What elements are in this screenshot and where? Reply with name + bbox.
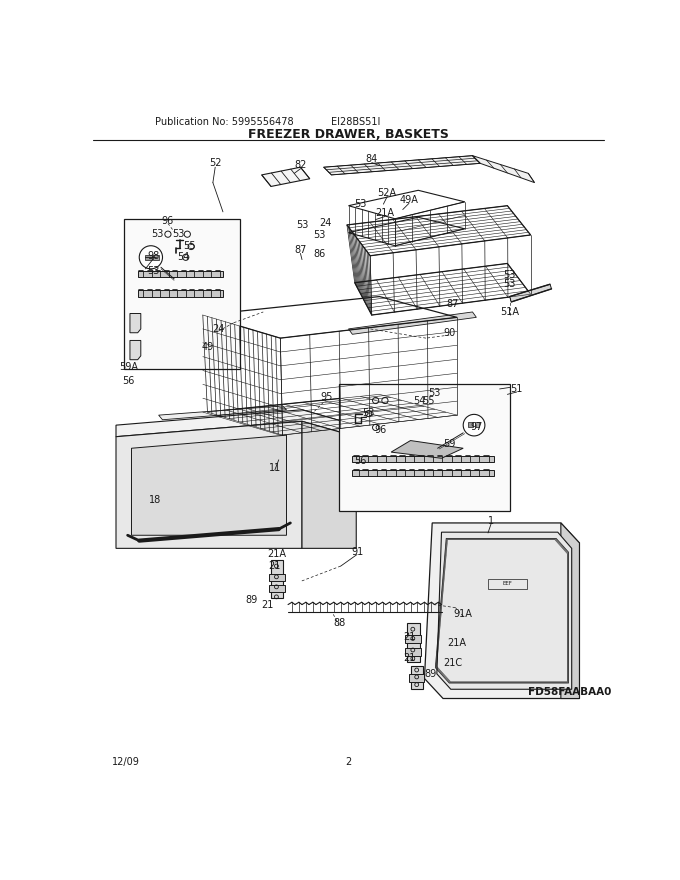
Text: 53: 53 [151, 229, 163, 239]
Text: 21A: 21A [268, 549, 287, 559]
Polygon shape [269, 574, 285, 582]
Text: 55: 55 [422, 396, 435, 407]
Text: 89: 89 [245, 595, 258, 605]
Polygon shape [158, 406, 286, 420]
Text: 53: 53 [362, 407, 375, 418]
Text: 82: 82 [294, 160, 307, 170]
Polygon shape [116, 410, 356, 436]
Polygon shape [137, 271, 223, 276]
Text: 21: 21 [403, 632, 415, 642]
Polygon shape [468, 422, 473, 427]
Text: 21A: 21A [447, 638, 466, 648]
Text: 98: 98 [147, 251, 159, 260]
Polygon shape [473, 156, 534, 182]
Text: 91A: 91A [454, 609, 473, 619]
Polygon shape [262, 167, 310, 187]
Text: 2: 2 [345, 757, 352, 766]
Text: 11: 11 [269, 463, 281, 473]
Circle shape [463, 414, 485, 436]
Text: 59: 59 [443, 439, 456, 450]
Text: 1: 1 [488, 517, 494, 526]
Polygon shape [352, 456, 494, 462]
Text: 95: 95 [320, 392, 333, 401]
Text: 88: 88 [333, 618, 345, 628]
Polygon shape [302, 422, 356, 548]
Polygon shape [153, 255, 159, 260]
Text: 21: 21 [403, 654, 415, 664]
Polygon shape [411, 666, 423, 689]
Polygon shape [131, 435, 286, 535]
Text: 53: 53 [503, 270, 515, 280]
Text: 91: 91 [351, 547, 363, 557]
Polygon shape [561, 523, 579, 699]
Text: 53: 53 [354, 199, 367, 209]
Polygon shape [407, 623, 420, 662]
Polygon shape [130, 313, 141, 333]
Polygon shape [324, 156, 480, 175]
Polygon shape [124, 219, 240, 369]
Text: 53: 53 [172, 229, 184, 239]
Text: 24: 24 [212, 324, 224, 334]
Text: 53: 53 [147, 266, 159, 276]
Text: 21: 21 [261, 599, 273, 610]
Text: 87: 87 [446, 299, 458, 309]
Text: 89: 89 [424, 669, 437, 678]
Text: 51A: 51A [500, 307, 520, 317]
Text: 53: 53 [503, 279, 515, 290]
Text: 55: 55 [184, 241, 196, 251]
Text: 96: 96 [162, 216, 174, 226]
Polygon shape [146, 255, 152, 260]
Polygon shape [409, 674, 424, 682]
Text: 90: 90 [443, 327, 456, 338]
Text: 96: 96 [374, 425, 386, 435]
Text: 87: 87 [294, 246, 307, 255]
Text: 54: 54 [177, 252, 190, 261]
Polygon shape [348, 312, 477, 334]
Polygon shape [116, 422, 302, 548]
Text: 21: 21 [269, 561, 281, 571]
Text: 49: 49 [201, 341, 214, 352]
Polygon shape [424, 523, 579, 699]
Polygon shape [405, 649, 422, 656]
Text: EEF: EEF [503, 582, 512, 586]
Text: 53: 53 [296, 220, 308, 230]
Text: FD58FAABAA0: FD58FAABAA0 [528, 687, 611, 697]
Text: 97: 97 [470, 422, 483, 432]
Circle shape [139, 246, 163, 269]
Polygon shape [475, 422, 479, 427]
Text: 24: 24 [319, 217, 331, 228]
Text: Publication No: 5995556478: Publication No: 5995556478 [155, 117, 293, 127]
Text: 86: 86 [313, 249, 325, 260]
Text: 59A: 59A [119, 363, 138, 372]
Text: FREEZER DRAWER, BASKETS: FREEZER DRAWER, BASKETS [248, 128, 449, 141]
Text: EI28BS51I: EI28BS51I [331, 117, 381, 127]
Text: 54: 54 [413, 396, 426, 407]
Text: 21A: 21A [375, 209, 394, 218]
Polygon shape [271, 560, 283, 598]
Text: 52A: 52A [377, 187, 397, 198]
Polygon shape [269, 584, 285, 592]
Polygon shape [405, 635, 422, 643]
Polygon shape [352, 470, 494, 476]
Polygon shape [137, 290, 223, 297]
Text: 53: 53 [428, 388, 441, 398]
Text: 49A: 49A [400, 195, 418, 205]
Polygon shape [130, 341, 141, 360]
Text: 56: 56 [354, 457, 367, 466]
Text: 21C: 21C [443, 658, 462, 668]
Polygon shape [510, 284, 551, 302]
Polygon shape [339, 385, 510, 511]
Text: 18: 18 [150, 495, 162, 505]
Polygon shape [391, 441, 463, 458]
Polygon shape [437, 532, 572, 689]
Text: 56: 56 [122, 377, 135, 386]
Text: 12/09: 12/09 [112, 757, 140, 766]
Text: 84: 84 [366, 155, 378, 165]
Text: 53: 53 [313, 230, 325, 240]
Text: 51: 51 [511, 384, 523, 394]
Text: 52: 52 [209, 158, 222, 168]
